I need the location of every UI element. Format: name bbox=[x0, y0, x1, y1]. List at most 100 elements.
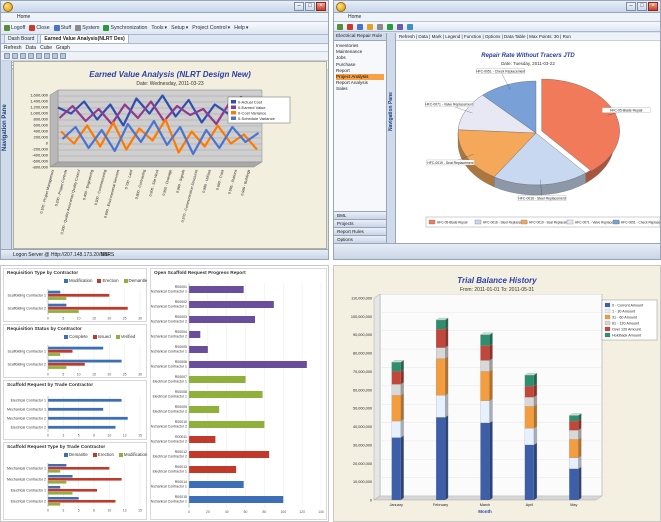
navigation-pane[interactable] bbox=[1, 61, 12, 249]
pie-legend-label: HFC-0019 - Seal Replacement bbox=[529, 221, 573, 225]
pie-legend-label: HFC-05-Blade Repair bbox=[437, 221, 469, 225]
row-name-label: Mechanical Contractor 2 bbox=[151, 425, 187, 429]
q2-toolbar[interactable]: Refresh | Data | Mark | Legend | Functio… bbox=[396, 33, 660, 41]
q2-menu-home[interactable]: Home bbox=[334, 13, 660, 22]
q2-minimize-icon[interactable]: – bbox=[626, 2, 636, 11]
sync-button[interactable]: Synchronization bbox=[103, 25, 147, 31]
x-tick-label: 15 bbox=[92, 317, 96, 321]
refresh-button[interactable]: Refresh bbox=[4, 44, 22, 51]
bar bbox=[48, 306, 128, 310]
legend-label: Holdback Amount bbox=[612, 334, 641, 338]
column-segment bbox=[435, 319, 446, 330]
q2-logoff-icon[interactable] bbox=[337, 23, 343, 30]
q2-settings-icon[interactable] bbox=[377, 23, 383, 30]
stack-item[interactable]: BML bbox=[334, 211, 386, 219]
column-segment bbox=[524, 444, 534, 501]
pie-legend-swatch bbox=[612, 219, 620, 225]
home-tab[interactable]: Home bbox=[17, 14, 31, 20]
legend-label: 0-Earned Value bbox=[238, 105, 266, 110]
bar bbox=[48, 478, 122, 481]
q2-tools-icon[interactable] bbox=[397, 23, 403, 30]
series-line bbox=[61, 119, 260, 156]
x-tick-label: 0 bbox=[47, 434, 49, 438]
y-tick-label: 110,000,000 bbox=[351, 297, 372, 301]
q2-sync-icon[interactable] bbox=[387, 23, 393, 30]
maximize-icon[interactable]: □ bbox=[305, 2, 315, 11]
close-icon[interactable]: × bbox=[316, 2, 326, 11]
minimize-icon[interactable]: – bbox=[294, 2, 304, 11]
app-orb-icon[interactable] bbox=[3, 2, 13, 12]
stack-item[interactable]: Projects bbox=[334, 219, 386, 227]
tree-item[interactable]: Inventories bbox=[336, 43, 359, 48]
zoom-in-icon[interactable] bbox=[20, 53, 26, 59]
help-menu[interactable]: Help ▾ bbox=[234, 25, 249, 31]
tree-item-selected[interactable]: Project Analysis bbox=[336, 74, 384, 81]
x-tick-label: 60 bbox=[244, 510, 248, 514]
q2-folder-icon[interactable] bbox=[357, 23, 363, 30]
stack-item[interactable]: Options bbox=[334, 235, 386, 243]
x-tick-label: 0.700 - Land bbox=[124, 169, 133, 190]
q2-help-icon[interactable] bbox=[407, 23, 413, 30]
setup-menu[interactable]: Setup ▾ bbox=[171, 25, 189, 31]
tree-item[interactable]: Sales bbox=[336, 86, 348, 92]
x-tick-label: 20 bbox=[107, 317, 111, 321]
chart-type-icon[interactable] bbox=[60, 53, 66, 59]
menu-home[interactable]: Home bbox=[1, 13, 328, 22]
cube-button[interactable]: Cube bbox=[40, 44, 53, 51]
q2-close-doc-icon[interactable] bbox=[347, 23, 353, 30]
y-tick-label: 600,000 bbox=[34, 123, 49, 128]
x-tick-label: 5 bbox=[62, 317, 64, 321]
print-icon[interactable] bbox=[36, 53, 42, 59]
panel-req-type: Requisition Type by Contractor Modificat… bbox=[3, 268, 147, 322]
legend-box bbox=[227, 96, 291, 124]
pie-label-box bbox=[426, 159, 475, 166]
x-tick-label: 100 bbox=[280, 510, 286, 514]
legend-swatch bbox=[97, 278, 102, 283]
tree-item[interactable]: Report bbox=[336, 67, 350, 73]
column-segment bbox=[480, 371, 490, 401]
q2-home-tab[interactable]: Home bbox=[348, 14, 362, 20]
tab-earned-value[interactable]: Earned Value Analysis(NLRT Des) bbox=[40, 34, 129, 43]
bar bbox=[48, 407, 104, 411]
column-segment bbox=[569, 420, 579, 431]
tools-menu[interactable]: Tools ▾ bbox=[151, 25, 168, 31]
column-side bbox=[400, 382, 404, 396]
q2-navigation-pane[interactable] bbox=[387, 33, 396, 243]
back-icon[interactable] bbox=[4, 53, 10, 59]
bar bbox=[48, 297, 67, 300]
copy-icon[interactable] bbox=[52, 53, 58, 59]
tree-item[interactable]: Maintenance bbox=[336, 49, 363, 55]
tree-item[interactable]: Jobs bbox=[336, 55, 346, 61]
export-icon[interactable] bbox=[44, 53, 50, 59]
tree-item[interactable]: Report Analysis bbox=[336, 80, 368, 86]
legend-swatch bbox=[604, 326, 611, 332]
tab-dashboard[interactable]: Dash Board bbox=[4, 34, 39, 43]
title-bar: – □ × bbox=[1, 1, 328, 13]
y-tick-label: 0 bbox=[370, 499, 372, 503]
legend-item: Erection bbox=[92, 452, 114, 457]
stuff-menu[interactable]: Stuff bbox=[53, 25, 71, 31]
graph-button[interactable]: Graph bbox=[56, 44, 70, 51]
stack-item[interactable]: Report Rules bbox=[334, 227, 386, 235]
system-menu[interactable]: System bbox=[75, 25, 99, 31]
column-side bbox=[444, 415, 449, 501]
column-top bbox=[524, 373, 538, 376]
zoom-out-icon[interactable] bbox=[28, 53, 34, 59]
y-tick-label: 10,000,000 bbox=[353, 480, 372, 484]
data-button[interactable]: Data bbox=[25, 44, 37, 51]
close-button[interactable]: Close bbox=[29, 25, 50, 31]
tree-item[interactable]: Purchase bbox=[336, 61, 356, 67]
q2-report-icon[interactable] bbox=[367, 23, 373, 30]
row-id-label: R00005 bbox=[175, 345, 187, 349]
legend-box bbox=[601, 299, 658, 341]
q2-app-orb-icon[interactable] bbox=[336, 2, 346, 12]
panel-open-requests: Open Scaffold Request Progress Report 0 2… bbox=[150, 268, 327, 520]
forward-icon[interactable] bbox=[12, 53, 18, 59]
project-control-menu[interactable]: Project Control ▾ bbox=[192, 25, 231, 31]
column-side bbox=[444, 393, 449, 418]
q2-close-icon[interactable]: × bbox=[648, 2, 658, 11]
bar bbox=[48, 486, 61, 489]
chart-subtitle: Date: Wednesday, 2011-03-23 bbox=[136, 81, 204, 87]
logoff-button[interactable]: Logoff bbox=[4, 25, 25, 31]
q2-maximize-icon[interactable]: □ bbox=[637, 2, 647, 11]
